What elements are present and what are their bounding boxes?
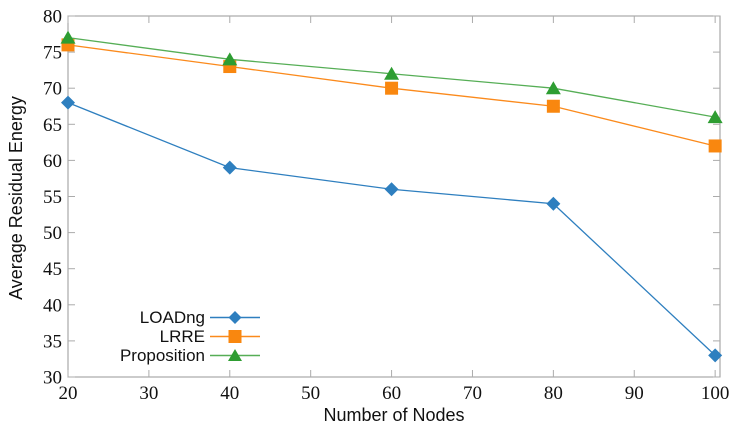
- svg-text:35: 35: [43, 331, 62, 352]
- svg-text:70: 70: [463, 383, 482, 404]
- svg-text:40: 40: [43, 295, 62, 316]
- svg-text:75: 75: [43, 43, 62, 64]
- svg-text:65: 65: [43, 115, 62, 136]
- legend-key-lrre-icon: [210, 330, 260, 343]
- series-proposition: [60, 30, 723, 124]
- svg-text:45: 45: [43, 259, 62, 280]
- y-tick-labels: 30 35 40 45 50 55 60 65 70 75 80: [43, 7, 62, 389]
- svg-text:30: 30: [43, 368, 62, 389]
- svg-text:80: 80: [43, 7, 62, 28]
- svg-text:80: 80: [544, 383, 563, 404]
- svg-text:40: 40: [220, 383, 239, 404]
- legend: LOADng LRRE Proposition: [86, 308, 261, 365]
- svg-text:50: 50: [301, 383, 320, 404]
- svg-text:20: 20: [59, 383, 78, 404]
- legend-label-loadng: LOADng: [139, 308, 205, 327]
- legend-row-proposition: Proposition: [86, 346, 261, 365]
- legend-row-loadng: LOADng: [86, 308, 261, 327]
- legend-label-proposition: Proposition: [119, 346, 205, 365]
- x-tick-labels: 20 30 40 50 60 70 80 90 100: [59, 383, 729, 404]
- legend-key-proposition-icon: [210, 349, 260, 361]
- svg-text:60: 60: [43, 151, 62, 172]
- svg-text:90: 90: [625, 383, 644, 404]
- tick-marks: [67, 15, 720, 378]
- series-loadng: [61, 95, 723, 363]
- legend-key-loadng-icon: [210, 311, 260, 324]
- legend-row-lrre: LRRE: [86, 327, 261, 346]
- svg-text:50: 50: [43, 223, 62, 244]
- legend-label-lrre: LRRE: [159, 327, 205, 346]
- svg-text:70: 70: [43, 79, 62, 100]
- svg-text:55: 55: [43, 187, 62, 208]
- svg-text:30: 30: [139, 383, 158, 404]
- x-axis-label: Number of Nodes: [323, 405, 465, 425]
- svg-text:60: 60: [382, 383, 401, 404]
- svg-text:100: 100: [701, 383, 729, 404]
- y-axis-label: Average Residual Energy: [6, 96, 26, 300]
- series-lrre: [61, 38, 722, 153]
